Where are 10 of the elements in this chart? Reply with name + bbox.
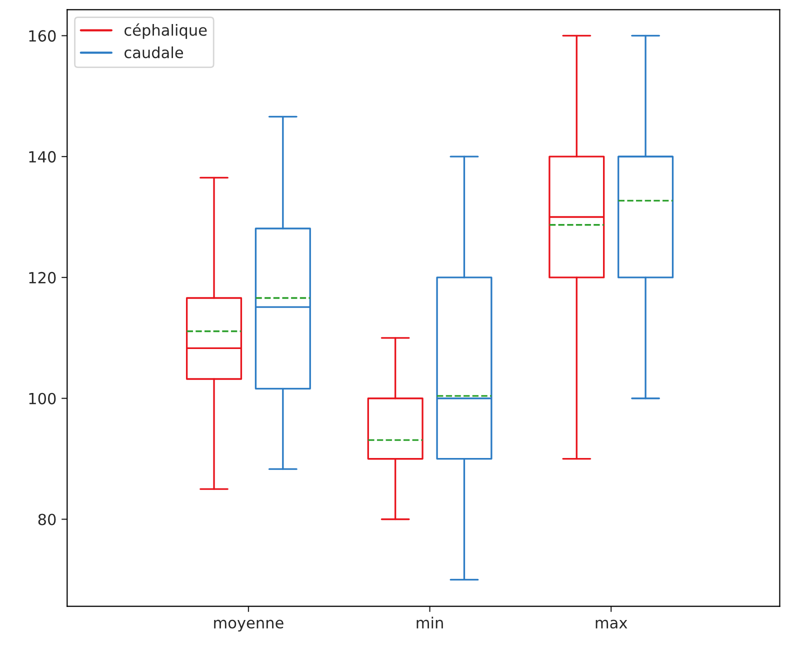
- legend-label: caudale: [124, 46, 184, 58]
- x-tick-label: moyenne: [214, 620, 284, 632]
- y-tick-label: 140: [29, 151, 56, 163]
- y-tick-label: 80: [38, 514, 56, 526]
- y-tick-label: 160: [29, 30, 56, 42]
- y-tick-label: 120: [29, 272, 56, 284]
- x-tick-label: max: [596, 620, 628, 629]
- y-tick-label: 100: [29, 392, 56, 404]
- legend-label: céphalique: [124, 23, 207, 39]
- x-tick-label: min: [416, 616, 443, 628]
